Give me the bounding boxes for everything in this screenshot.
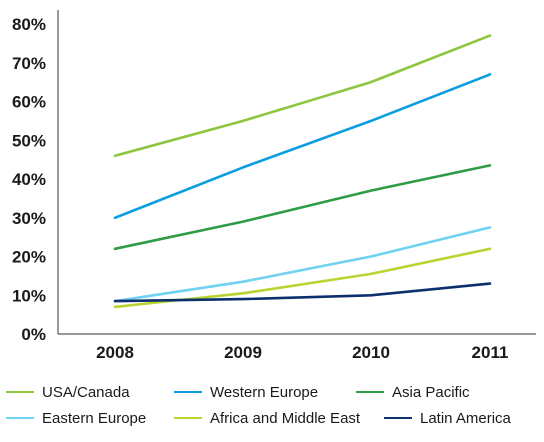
y-tick-label: 30% — [12, 209, 46, 228]
series-line-0 — [113, 34, 492, 158]
y-tick-label: 20% — [12, 248, 46, 267]
legend-swatch — [6, 416, 34, 420]
series-line-5 — [113, 282, 492, 303]
legend-swatch — [384, 416, 412, 420]
y-tick-label: 60% — [12, 93, 46, 112]
legend-swatch — [174, 416, 202, 420]
series-line-2 — [113, 164, 492, 251]
legend-swatch — [356, 390, 384, 394]
legend: USA/Canada Western Europe Asia Pacific E… — [6, 381, 538, 437]
y-tick-label: 80% — [12, 15, 46, 34]
legend-label: Africa and Middle East — [210, 409, 361, 427]
x-tick-label: 2010 — [352, 343, 390, 362]
legend-item-asia-pacific: Asia Pacific — [356, 381, 470, 403]
y-tick-label: 10% — [12, 286, 46, 305]
legend-label: Eastern Europe — [42, 409, 147, 427]
y-tick-label: 0% — [21, 325, 46, 344]
x-tick-label: 2011 — [472, 343, 509, 362]
legend-label: Western Europe — [210, 383, 319, 401]
legend-item-western-europe: Western Europe — [174, 381, 318, 403]
legend-item-africa-middle-east: Africa and Middle East — [174, 407, 360, 429]
y-tick-label: 40% — [12, 170, 46, 189]
legend-swatch — [174, 390, 202, 394]
legend-label: USA/Canada — [42, 383, 130, 401]
legend-swatch — [6, 390, 34, 394]
legend-label: Asia Pacific — [392, 383, 470, 401]
x-tick-label: 2009 — [224, 343, 262, 362]
legend-item-eastern-europe: Eastern Europe — [6, 407, 146, 429]
line-chart: 0% 10% 20% 30% 40% 50% 60% 70% 80% 2008 2009 2010 2… — [12, 10, 536, 362]
y-tick-label: 70% — [12, 54, 46, 73]
legend-item-usa-canada: USA/Canada — [6, 381, 130, 403]
y-tick-label: 50% — [12, 131, 46, 150]
series-line-3 — [113, 226, 492, 303]
legend-item-latin-america: Latin America — [384, 407, 511, 429]
legend-label: Latin America — [420, 409, 511, 427]
series-line-1 — [113, 73, 492, 220]
x-tick-label: 2008 — [96, 343, 134, 362]
